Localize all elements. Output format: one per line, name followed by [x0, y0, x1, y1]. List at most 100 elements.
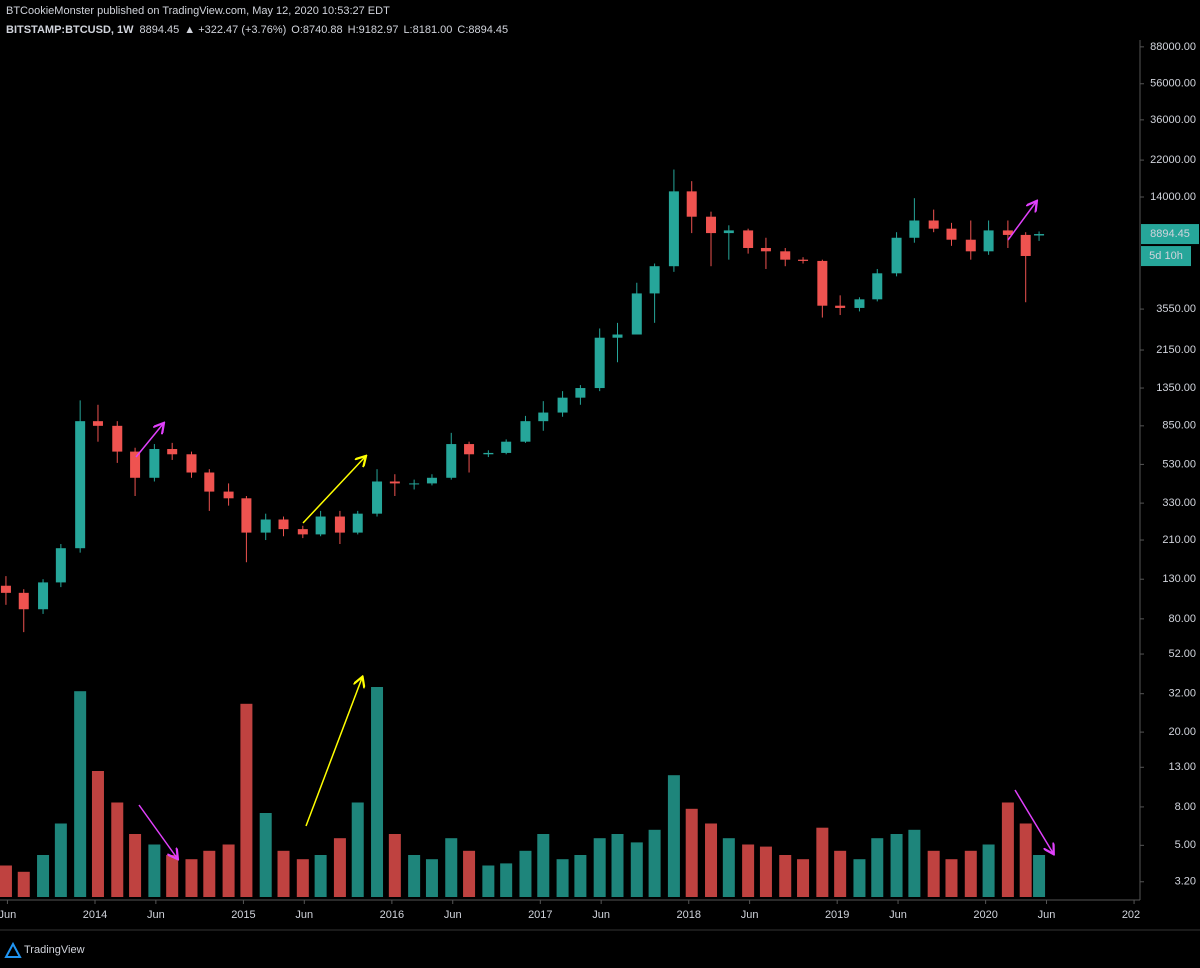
last-price: 8894.45: [140, 24, 180, 36]
volume-bar: [982, 844, 995, 897]
candle-body: [538, 412, 549, 422]
x-tick-label: 2015: [231, 909, 255, 921]
candle-body: [780, 251, 791, 260]
volume-bar: [91, 771, 104, 897]
y-tick-label: 3550.00: [1156, 303, 1196, 315]
high: H:9182.97: [348, 24, 399, 36]
candle-body: [520, 421, 531, 442]
candle-body: [464, 444, 475, 455]
candle-body: [297, 529, 308, 535]
candle-body: [501, 441, 512, 453]
volume-bar: [630, 842, 643, 897]
volume-bar: [742, 844, 755, 897]
candle-body: [760, 247, 771, 252]
candle-body: [743, 230, 754, 248]
y-tick-label: 80.00: [1168, 613, 1196, 625]
volume-bar: [296, 859, 309, 897]
volume-bar: [185, 859, 198, 897]
candle-body: [112, 425, 123, 452]
volume-bar: [611, 834, 624, 897]
ohlc-line: BITSTAMP:BTCUSD, 1W 8894.45 ▲ +322.47 (+3…: [6, 24, 508, 36]
candle-body: [612, 334, 623, 338]
candle-body: [817, 260, 828, 306]
volume-bar: [705, 823, 718, 897]
candle-body: [575, 388, 586, 398]
y-tick-label: 850.00: [1162, 420, 1196, 432]
volume-bar: [871, 838, 884, 897]
change: ▲ +322.47 (+3.76%): [184, 24, 286, 36]
candle-body: [0, 585, 11, 593]
candle-body: [92, 421, 103, 426]
x-tick-label: Jun: [147, 909, 165, 921]
candle-body: [835, 305, 846, 308]
volume-bar: [722, 838, 735, 897]
volume-bar: [54, 823, 67, 897]
volume-bar: [964, 850, 977, 897]
author-line: BTCookieMonster published on TradingView…: [6, 5, 390, 17]
y-tick-label: 5.00: [1175, 839, 1196, 851]
candle-body: [668, 191, 679, 267]
volume-bar: [927, 850, 940, 897]
volume-bar: [166, 855, 179, 897]
volume-bar: [908, 829, 921, 897]
x-tick-label: Jun: [0, 909, 16, 921]
volume-bar: [240, 703, 253, 897]
y-tick-label: 8.00: [1175, 801, 1196, 813]
candle-body: [649, 266, 660, 294]
candle-body: [446, 444, 457, 478]
annotations: [135, 202, 1053, 858]
x-tick-label: 2019: [825, 909, 849, 921]
y-tick-label: 530.00: [1162, 458, 1196, 470]
candle-body: [1020, 234, 1031, 256]
volume-bar: [74, 691, 87, 897]
x-tick-label: Jun: [889, 909, 907, 921]
x-tick-label: Jun: [295, 909, 313, 921]
candle-body: [891, 237, 902, 274]
brand: TradingView: [24, 944, 85, 956]
y-tick-label: 130.00: [1162, 573, 1196, 585]
volume-bar: [853, 859, 866, 897]
candle-body: [223, 491, 234, 499]
volume-bar: [593, 838, 606, 897]
x-tick-label: Jun: [1038, 909, 1056, 921]
volume-bar: [203, 850, 216, 897]
candle-body: [426, 477, 437, 484]
symbol: BITSTAMP:BTCUSD, 1W: [6, 24, 134, 36]
volume-bar: [779, 855, 792, 897]
candle-body: [594, 337, 605, 389]
volume-bar: [1019, 823, 1032, 897]
countdown: 5d 10h: [1149, 250, 1183, 262]
open: O:8740.88: [291, 24, 342, 36]
candle-body: [352, 513, 363, 533]
volume-bar: [111, 802, 124, 897]
volume-bar: [816, 827, 829, 897]
candle-body: [75, 421, 86, 549]
candle-body: [557, 397, 568, 413]
arrow: [138, 804, 177, 858]
volume-bar: [648, 829, 661, 897]
x-tick-label: 2016: [380, 909, 404, 921]
y-tick-label: 56000.00: [1150, 78, 1196, 90]
x-tick-label: 2014: [83, 909, 107, 921]
candle-body: [149, 449, 160, 478]
volume-bar: [482, 865, 495, 897]
x-tick-label: Jun: [741, 909, 759, 921]
candle-body: [55, 548, 66, 583]
x-tick-label: Jun: [444, 909, 462, 921]
candle-body: [1034, 234, 1045, 236]
volume-bar: [408, 855, 421, 897]
candle-body: [1002, 230, 1013, 235]
candle-body: [18, 592, 29, 610]
y-tick-label: 32.00: [1168, 688, 1196, 700]
volume-bar: [314, 855, 327, 897]
candle-body: [965, 239, 976, 252]
volume-bar: [834, 850, 847, 897]
countdown-box: [1141, 246, 1191, 267]
price-tag: 8894.45: [1150, 228, 1190, 240]
x-tick-label: Jun: [592, 909, 610, 921]
plot-area: [0, 169, 1046, 897]
volume-bar: [445, 838, 458, 897]
volume-bar: [333, 838, 346, 897]
volume-bar: [371, 687, 384, 897]
candle-body: [260, 519, 271, 533]
